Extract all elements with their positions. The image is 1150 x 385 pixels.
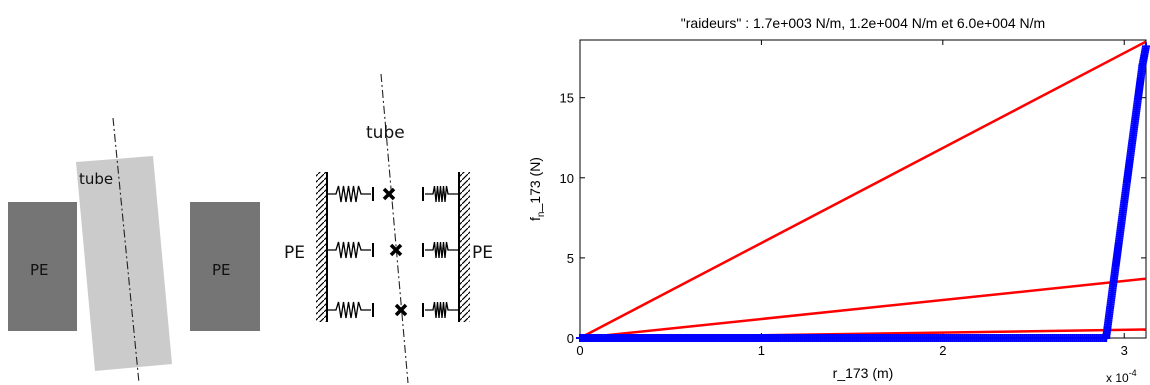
data-point xyxy=(1142,42,1150,51)
axis-ticks: 0 1 2 3 0 5 10 15 xyxy=(560,40,1146,358)
springs-group xyxy=(328,185,458,319)
x-tick-label: 1 xyxy=(758,343,765,358)
series-layer xyxy=(576,40,1150,342)
spring xyxy=(328,185,374,203)
x-multiplier: x 10-4 xyxy=(1106,368,1137,385)
series-line xyxy=(579,277,1147,340)
y-axis-label: fn_173 (N) xyxy=(527,157,547,221)
x-tick-label: 2 xyxy=(939,343,946,358)
series-markers xyxy=(576,42,1150,342)
spring-tube-label: tube xyxy=(366,123,405,143)
spring-model-diagram: tube PE PE xyxy=(284,73,493,384)
y-tick-label: 15 xyxy=(560,91,574,106)
plate-right xyxy=(190,202,260,331)
wall-right-hatch xyxy=(459,172,470,322)
spring xyxy=(422,185,458,203)
wall-right-label: PE xyxy=(472,243,493,263)
y-tick-label: 5 xyxy=(567,251,574,266)
x-axis-label: r_173 (m) xyxy=(833,365,894,381)
contact-point xyxy=(382,187,396,201)
contact-point xyxy=(394,303,408,317)
x-tick-label: 0 xyxy=(576,343,583,358)
spring-tube-axis xyxy=(380,73,409,384)
spring xyxy=(422,301,458,319)
spring xyxy=(328,301,374,319)
y-tick-label: 10 xyxy=(560,171,574,186)
x-tick-label: 3 xyxy=(1121,343,1128,358)
wall-left-label: PE xyxy=(284,243,305,263)
y-tick-label: 0 xyxy=(567,331,574,346)
tube-body xyxy=(76,156,172,371)
spring xyxy=(328,241,374,259)
plate-left xyxy=(8,202,77,331)
plate-right-label: PE xyxy=(212,261,231,279)
plate-tube-diagram: tube PE PE xyxy=(8,117,260,384)
wall-left-hatch xyxy=(316,172,327,322)
chart-title: "raideurs" : 1.7e+003 N/m, 1.2e+004 N/m … xyxy=(681,15,1045,31)
contact-point xyxy=(389,243,403,257)
tube-label: tube xyxy=(79,170,113,188)
tube-axis xyxy=(112,117,140,384)
spring xyxy=(422,241,458,259)
chart: "raideurs" : 1.7e+003 N/m, 1.2e+004 N/m … xyxy=(527,15,1150,385)
plate-left-label: PE xyxy=(30,261,49,279)
series-line xyxy=(579,40,1147,340)
